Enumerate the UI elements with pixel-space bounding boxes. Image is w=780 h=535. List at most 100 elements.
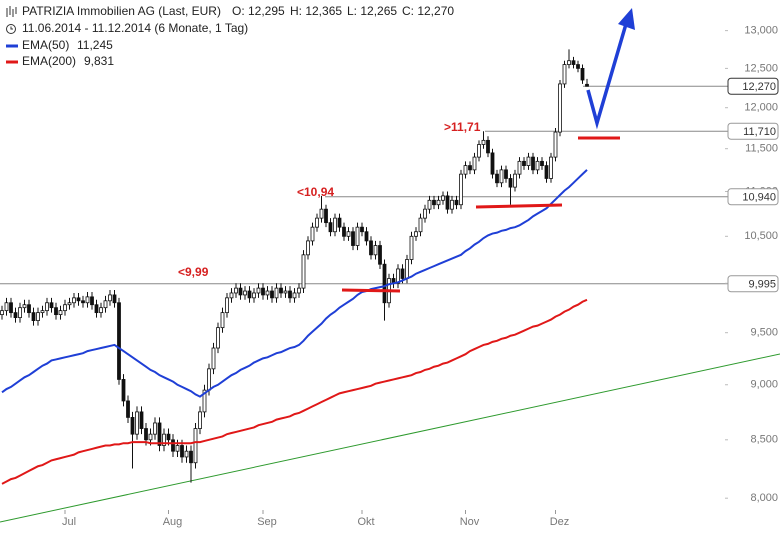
candle-body bbox=[360, 226, 364, 233]
level-label: 9,995 bbox=[748, 279, 776, 291]
candle-body bbox=[427, 199, 432, 210]
ohlc-close: C: 12,270 bbox=[402, 4, 454, 18]
candle-body bbox=[409, 235, 414, 260]
candle-body bbox=[63, 304, 67, 312]
candle-body bbox=[153, 422, 157, 435]
y-tick-label: 13,000 bbox=[744, 25, 778, 37]
x-tick-label: Dez bbox=[550, 516, 570, 528]
legend-label: EMA(200) bbox=[22, 54, 76, 68]
candle-body bbox=[535, 160, 540, 171]
candle-body bbox=[157, 422, 162, 446]
candle-body bbox=[508, 178, 513, 188]
candle-body bbox=[274, 287, 279, 299]
candle-body bbox=[418, 217, 423, 233]
candle-body bbox=[238, 287, 243, 296]
candle-body bbox=[49, 302, 54, 309]
candle-body bbox=[279, 287, 283, 294]
candle-body bbox=[225, 297, 229, 314]
candle-body bbox=[9, 302, 13, 314]
candle-body bbox=[283, 290, 288, 294]
candle-body bbox=[558, 83, 562, 133]
header: PATRIZIA Immobilien AG (Last, EUR) O: 12… bbox=[0, 0, 470, 70]
candle-body bbox=[121, 379, 126, 402]
candle-body bbox=[180, 445, 184, 458]
line-group bbox=[1, 169, 588, 485]
candle-body bbox=[54, 307, 58, 316]
ohlc-open: O: 12,295 bbox=[232, 4, 285, 18]
candle-body bbox=[90, 296, 94, 306]
candle-body bbox=[346, 231, 351, 237]
candle-body bbox=[310, 226, 315, 242]
x-tick-label: Aug bbox=[163, 516, 183, 528]
candle-body bbox=[513, 173, 517, 188]
candle-body bbox=[67, 302, 72, 306]
candle-body bbox=[504, 169, 508, 179]
y-axis: 8,0008,5009,0009,50010,00010,50011,00011… bbox=[725, 25, 778, 504]
candle-body bbox=[108, 294, 112, 302]
candle-body bbox=[580, 67, 585, 81]
candle-body bbox=[540, 160, 544, 166]
candle-body bbox=[220, 312, 225, 329]
y-tick-label: 8,500 bbox=[750, 434, 778, 446]
candle-body bbox=[198, 411, 202, 429]
ohlc-high: H: 12,365 bbox=[290, 4, 342, 18]
ema-line bbox=[1, 298, 588, 485]
candle-body bbox=[459, 173, 463, 206]
candle-body bbox=[207, 368, 211, 391]
candle-body bbox=[166, 433, 171, 441]
candle-body bbox=[576, 64, 580, 69]
legend-value: 9,831 bbox=[84, 54, 114, 68]
candle-body bbox=[81, 300, 85, 304]
candle-body bbox=[499, 169, 504, 184]
level-label: 11,710 bbox=[743, 126, 776, 138]
candle-body bbox=[18, 307, 22, 319]
trend-line bbox=[0, 353, 780, 523]
candle-body bbox=[162, 433, 166, 446]
candle-body bbox=[306, 240, 310, 256]
candle-body bbox=[400, 268, 405, 279]
candle-group bbox=[0, 49, 589, 483]
ema-line bbox=[1, 169, 588, 398]
level-box bbox=[727, 77, 779, 95]
arrow-head bbox=[618, 8, 635, 30]
ohlc-low: L: 12,265 bbox=[347, 4, 397, 18]
subtitle: 11.06.2014 - 11.12.2014 (6 Monate, 1 Tag… bbox=[22, 21, 248, 35]
candle-body bbox=[333, 217, 337, 233]
candle-body bbox=[472, 156, 477, 171]
x-tick-label: Jul bbox=[62, 516, 76, 528]
candle-body bbox=[328, 222, 333, 233]
candle-body bbox=[301, 254, 306, 289]
candle-body bbox=[436, 199, 441, 206]
level-label: 10,940 bbox=[742, 192, 776, 204]
chart-title: PATRIZIA Immobilien AG (Last, EUR) bbox=[22, 4, 221, 18]
level-label: 12,270 bbox=[742, 81, 776, 93]
candle-body bbox=[445, 195, 450, 210]
support-line bbox=[341, 288, 401, 293]
chart-icon bbox=[6, 6, 17, 17]
y-tick-label: 12,000 bbox=[744, 102, 778, 114]
candle-body bbox=[175, 445, 180, 452]
candle-body bbox=[270, 290, 274, 299]
candle-body bbox=[112, 294, 117, 304]
candle-body bbox=[355, 226, 360, 246]
y-tick-label: 9,000 bbox=[750, 379, 778, 391]
candle-body bbox=[4, 302, 9, 312]
candle-body bbox=[562, 64, 567, 85]
candle-body bbox=[481, 139, 486, 145]
candle-body bbox=[297, 287, 301, 294]
candle-body bbox=[571, 60, 576, 65]
level-box bbox=[727, 122, 779, 140]
candle-body bbox=[495, 173, 499, 184]
level-box bbox=[727, 275, 779, 293]
annotation: <9,99 bbox=[178, 265, 209, 279]
candle-body bbox=[58, 310, 63, 316]
candle-body bbox=[364, 231, 369, 242]
header-bg bbox=[0, 0, 470, 70]
candle-body bbox=[432, 199, 436, 206]
y-tick-label: 12,500 bbox=[744, 62, 778, 74]
annotation: <10,94 bbox=[297, 185, 334, 199]
candle-body bbox=[148, 433, 153, 441]
candle-body bbox=[27, 304, 31, 314]
candle-body bbox=[0, 310, 4, 316]
candle-body bbox=[292, 292, 297, 299]
